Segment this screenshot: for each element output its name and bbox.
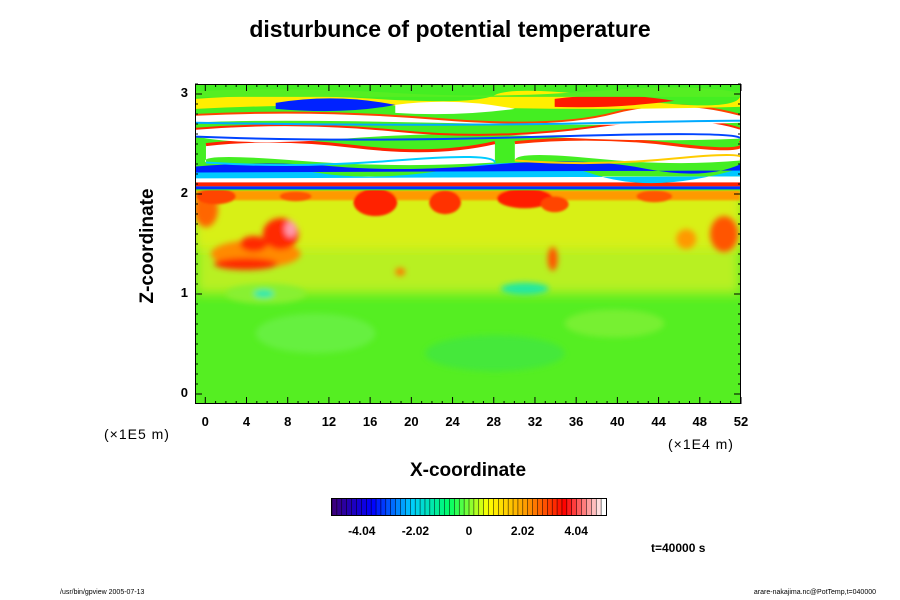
colorbar-cell xyxy=(415,499,421,515)
colorbar-cell xyxy=(385,499,392,515)
colorbar-cell xyxy=(356,499,362,515)
colorbar-tick-label: 2.02 xyxy=(510,524,535,538)
colorbar-cell xyxy=(376,499,382,515)
x-tick-label: 8 xyxy=(284,414,292,429)
y-axis-label: Z-coordinate xyxy=(137,188,158,304)
chart-title: disturbunce of potential temperature xyxy=(249,16,651,42)
colorbar-cell xyxy=(366,499,372,515)
colorbar-cell xyxy=(439,499,445,515)
x-tick-label: 24 xyxy=(445,414,460,429)
colorbar-cell xyxy=(478,499,484,515)
colorbar-cell xyxy=(459,499,465,515)
colorbar-cell xyxy=(371,499,377,515)
colorbar-cell xyxy=(444,499,450,515)
colorbar-cell xyxy=(332,499,338,515)
colorbar-gradient xyxy=(331,499,607,515)
x-scale-label: (×1E4 m) xyxy=(668,436,734,452)
colorbar-cell xyxy=(596,499,602,515)
colorbar-cell xyxy=(336,499,343,515)
colorbar-cell xyxy=(454,499,460,515)
colorbar-tick-label: 4.04 xyxy=(564,524,588,538)
colorbar-cell xyxy=(429,499,436,515)
colorbar-cell xyxy=(517,499,524,515)
y-tick-label: 1 xyxy=(180,285,188,300)
colorbar xyxy=(331,498,607,516)
y-tick-label: 2 xyxy=(180,185,188,200)
colorbar-cell xyxy=(537,499,543,515)
colorbar-cell xyxy=(581,499,587,515)
colorbar-cell xyxy=(420,499,426,515)
colorbar-cell xyxy=(464,499,470,515)
colorbar-cell xyxy=(547,499,553,515)
colorbar-tick-label: -2.02 xyxy=(401,524,430,538)
colorbar-cell xyxy=(552,499,558,515)
colorbar-cell xyxy=(542,499,548,515)
colorbar-cell xyxy=(449,499,455,515)
y-tick-label: 0 xyxy=(180,385,188,400)
colorbar-cell xyxy=(601,499,607,515)
field-upper-bands xyxy=(196,87,740,190)
colorbar-cell xyxy=(469,499,475,515)
colorbar-cell xyxy=(346,499,352,515)
y-tick-label: 3 xyxy=(180,85,188,100)
field-inversion-edge xyxy=(196,188,740,217)
colorbar-cell xyxy=(522,499,529,515)
x-axis-label: X-coordinate xyxy=(409,460,527,481)
x-tick-label: 28 xyxy=(486,414,501,429)
field-light-eddies xyxy=(225,282,665,372)
colorbar-cell xyxy=(576,499,582,515)
x-tick-label: 0 xyxy=(201,414,209,429)
colorbar-cell xyxy=(351,499,357,515)
colorbar-cell xyxy=(488,499,494,515)
colorbar-cell xyxy=(493,499,499,515)
colorbar-cell xyxy=(361,499,367,515)
footer-left: /usr/bin/gpview 2005-07-13 xyxy=(60,589,145,596)
colorbar-cell xyxy=(591,499,597,515)
x-tick-label: 52 xyxy=(733,414,749,429)
y-scale-label: (×1E5 m) xyxy=(104,426,170,442)
x-tick-label: 4 xyxy=(242,414,251,429)
colorbar-cell xyxy=(395,499,401,515)
colorbar-cell xyxy=(424,499,431,515)
x-tick-label: 20 xyxy=(404,414,419,429)
time-annotation: t=40000 s xyxy=(651,541,706,555)
colorbar-cell xyxy=(341,499,347,515)
colorbar-cell xyxy=(434,499,440,515)
colorbar-cell xyxy=(527,499,533,515)
colorbar-cell xyxy=(405,499,411,515)
colorbar-cell xyxy=(513,499,519,515)
colorbar-cell xyxy=(532,499,538,515)
colorbar-cell xyxy=(586,499,592,515)
x-tick-label: 12 xyxy=(321,414,337,429)
colorbar-cell xyxy=(571,499,577,515)
colorbar-tick-label: 0 xyxy=(465,524,473,538)
colorbar-cell xyxy=(498,499,504,515)
colorbar-cell xyxy=(400,499,406,515)
footer-right: arare-nakajima.nc@PotTemp,t=040000 xyxy=(753,589,876,596)
colorbar-cell xyxy=(503,499,509,515)
colorbar-cell xyxy=(473,499,480,515)
x-tick-label: 40 xyxy=(610,414,625,429)
colorbar-cell xyxy=(561,499,568,515)
colorbar-cell xyxy=(410,499,416,515)
x-tick-label: 44 xyxy=(651,414,666,429)
field-warm-blobs xyxy=(196,191,739,276)
colorbar-cell xyxy=(566,499,573,515)
colorbar-cell xyxy=(483,499,489,515)
plot-area xyxy=(195,84,741,404)
colorbar-cell xyxy=(508,499,514,515)
x-tick-label: 36 xyxy=(568,414,584,429)
colorbar-cell xyxy=(380,499,387,515)
temperature-field xyxy=(196,85,740,403)
colorbar-cell xyxy=(390,499,396,515)
x-tick-label: 32 xyxy=(527,414,543,429)
x-tick-label: 16 xyxy=(362,414,378,429)
x-tick-label: 48 xyxy=(692,414,708,429)
colorbar-tick-label: -4.04 xyxy=(348,524,376,538)
colorbar-cell xyxy=(557,499,563,515)
